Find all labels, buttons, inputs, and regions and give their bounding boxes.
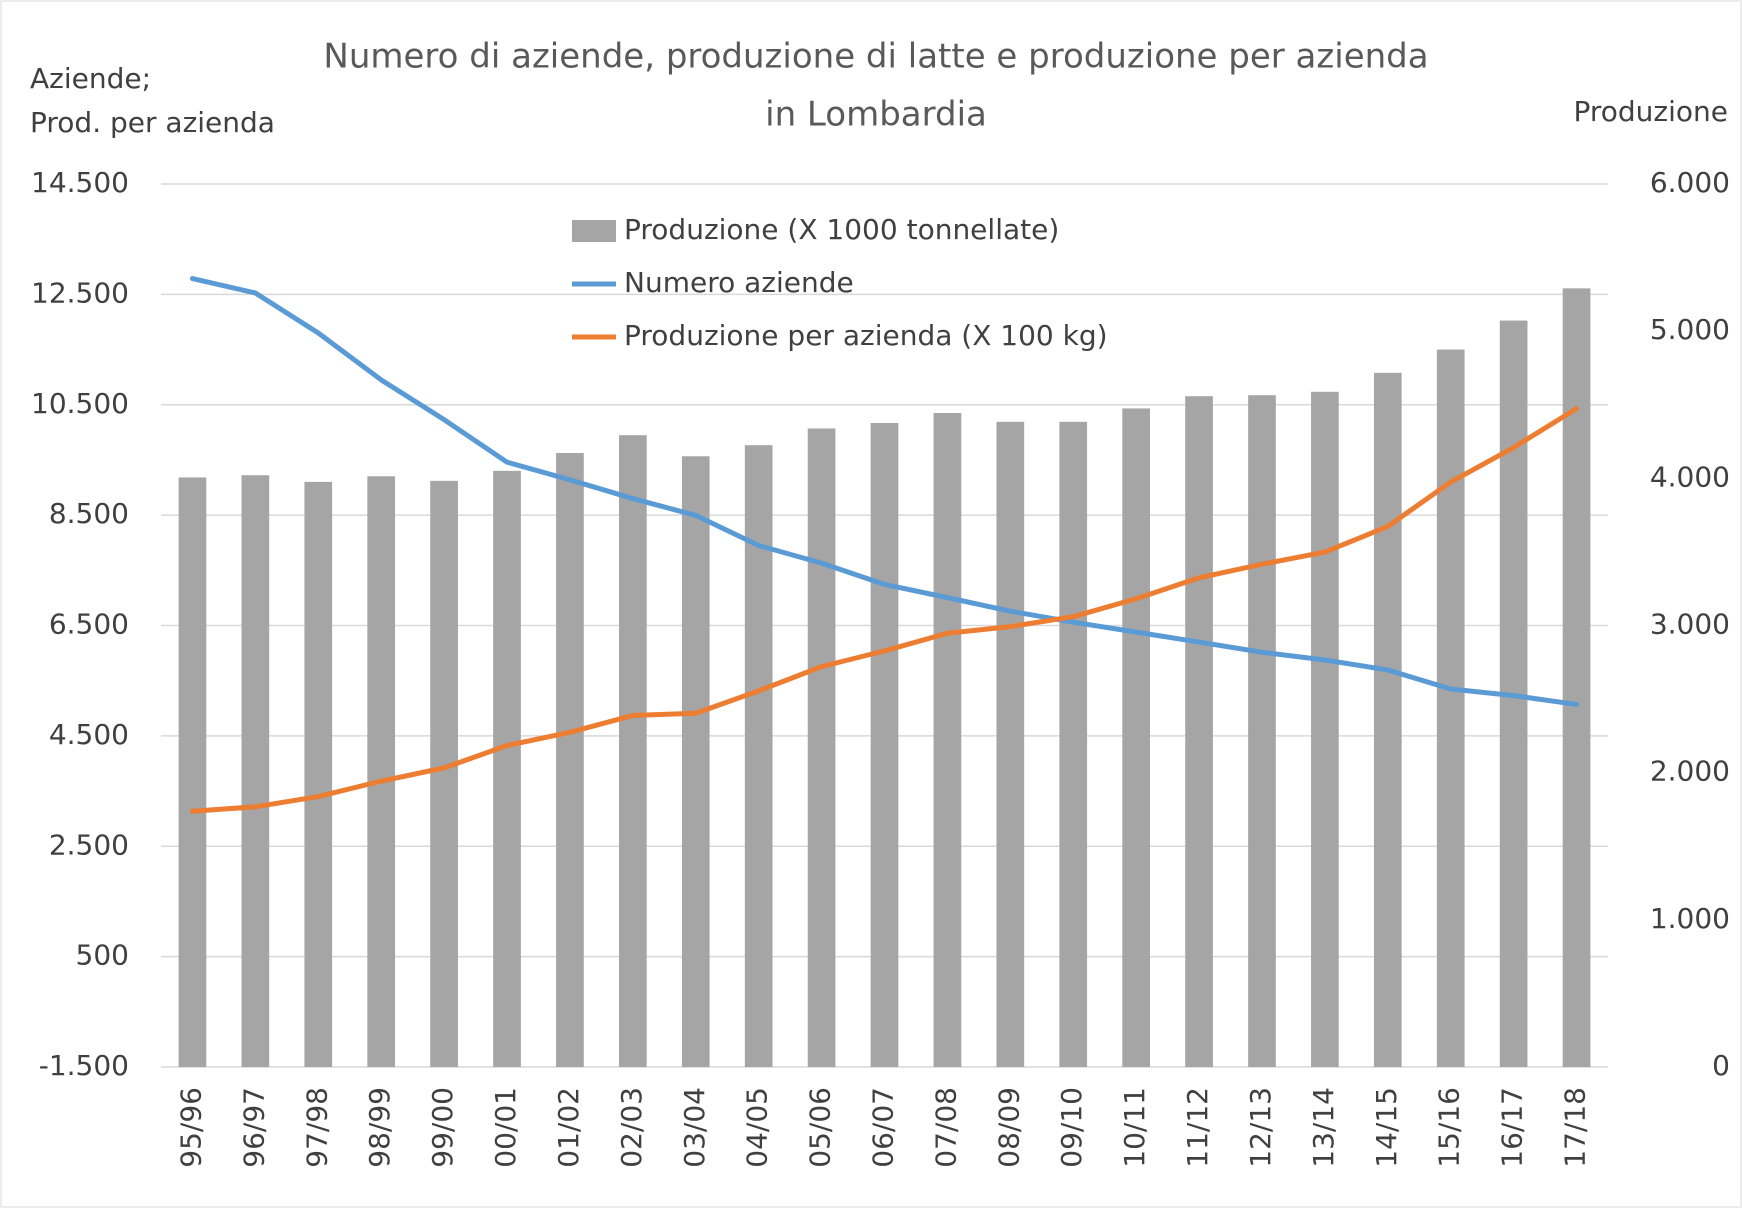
y2-tick-label: 4.000 — [1650, 460, 1730, 493]
y2-tick-label: 1.000 — [1650, 902, 1730, 935]
y-tick-label: 12.500 — [31, 276, 129, 309]
y2-tick-label: 0 — [1712, 1049, 1730, 1082]
y-tick-label: 4.500 — [49, 718, 129, 751]
y2-axis-label: Produzione — [1573, 95, 1728, 128]
x-tick-label: 14/15 — [1370, 1087, 1403, 1168]
bar — [807, 428, 836, 1067]
y2-tick-label: 3.000 — [1650, 608, 1730, 641]
y-tick-label: 10.500 — [31, 387, 129, 420]
x-tick-label: 01/02 — [552, 1087, 585, 1168]
legend-label: Numero aziende — [624, 266, 854, 299]
y-tick-label: 500 — [76, 939, 129, 972]
bar — [556, 453, 584, 1068]
bar — [430, 480, 458, 1067]
line — [189, 276, 1580, 707]
x-tick-label: 00/01 — [489, 1087, 522, 1168]
legend-label: Produzione per azienda (X 100 kg) — [624, 319, 1108, 352]
bar — [1185, 396, 1213, 1067]
bar — [1311, 391, 1339, 1068]
x-tick-label: 03/04 — [678, 1087, 711, 1168]
line — [189, 406, 1580, 814]
x-tick-label: 08/09 — [992, 1087, 1025, 1168]
x-tick-label: 95/96 — [174, 1087, 207, 1168]
chart-title: in Lombardia — [765, 95, 987, 135]
x-tick-label: 02/03 — [615, 1087, 648, 1168]
bar — [1248, 395, 1276, 1067]
legend-swatch — [572, 220, 616, 242]
y-tick-label: 6.500 — [49, 608, 129, 641]
bar — [1436, 349, 1465, 1067]
y2-tick-label: 6.000 — [1650, 166, 1730, 199]
bar — [1562, 288, 1591, 1067]
y2-tick-label: 2.000 — [1650, 755, 1730, 788]
x-tick-label: 05/06 — [804, 1087, 837, 1168]
x-tick-label: 16/17 — [1496, 1087, 1529, 1168]
chart-title: Numero di aziende, produzione di latte e… — [323, 37, 1428, 77]
y2-tick-label: 5.000 — [1650, 313, 1730, 346]
bar — [1122, 408, 1150, 1067]
bar — [1373, 372, 1402, 1067]
bar — [933, 412, 962, 1067]
x-tick-label: 15/16 — [1433, 1087, 1466, 1168]
x-tick-label: 09/10 — [1055, 1087, 1088, 1168]
x-tick-label: 12/13 — [1244, 1087, 1277, 1168]
bar — [681, 456, 710, 1068]
x-tick-label: 04/05 — [741, 1087, 774, 1168]
x-tick-label: 10/11 — [1118, 1087, 1151, 1168]
x-tick-label: 17/18 — [1559, 1087, 1592, 1168]
x-tick-label: 11/12 — [1181, 1087, 1214, 1168]
x-tick-label: 96/97 — [237, 1087, 270, 1168]
bar — [996, 421, 1025, 1068]
bar — [493, 470, 521, 1067]
x-tick-label: 98/99 — [363, 1087, 396, 1168]
y-axis-label: Prod. per azienda — [30, 106, 275, 139]
bar — [241, 475, 270, 1068]
bar — [367, 476, 396, 1067]
x-tick-label: 07/08 — [929, 1087, 962, 1168]
y-tick-label: -1.500 — [39, 1049, 129, 1082]
bar — [304, 481, 333, 1067]
bar — [1059, 421, 1088, 1068]
bar — [178, 477, 207, 1068]
y-tick-label: 2.500 — [49, 828, 129, 861]
bar — [870, 422, 899, 1067]
y-tick-label: 14.500 — [31, 166, 129, 199]
y-axis-label: Aziende; — [30, 62, 151, 95]
legend-label: Produzione (X 1000 tonnellate) — [624, 213, 1059, 246]
x-tick-label: 97/98 — [300, 1087, 333, 1168]
x-tick-label: 99/00 — [426, 1087, 459, 1168]
x-tick-label: 06/07 — [867, 1087, 900, 1168]
y-tick-label: 8.500 — [49, 497, 129, 530]
x-tick-label: 13/14 — [1307, 1087, 1340, 1168]
bar — [619, 435, 647, 1067]
